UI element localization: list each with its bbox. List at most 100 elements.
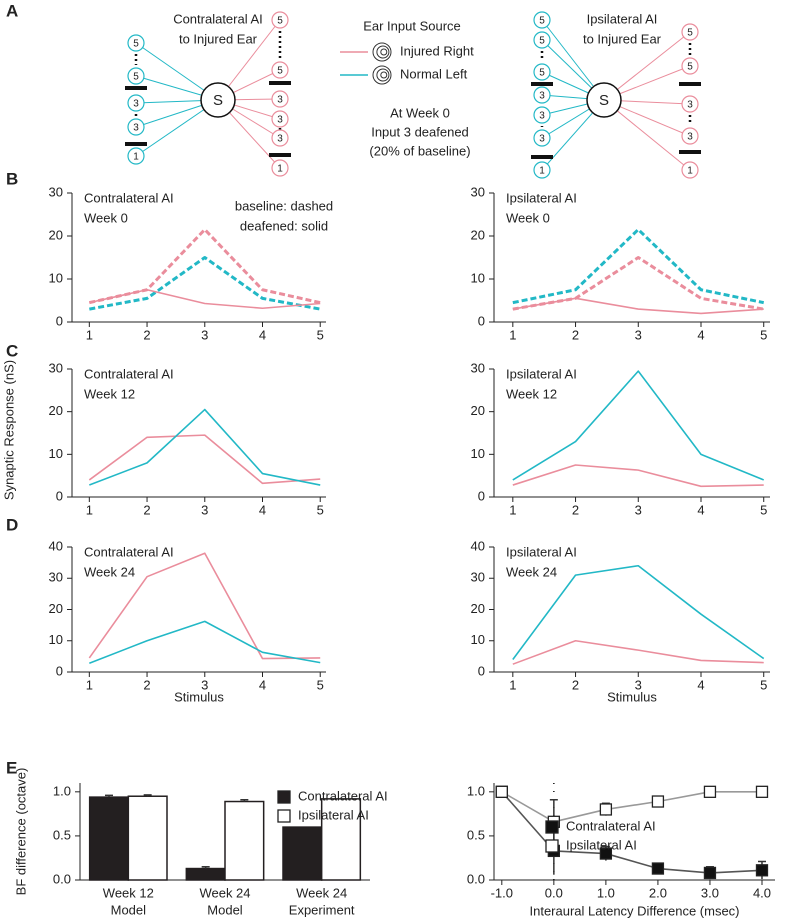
y-tick-label: 1.0 <box>53 783 71 798</box>
panel-label: B <box>6 169 18 188</box>
y-tick-label: 30 <box>49 360 63 375</box>
input-label: 5 <box>687 28 693 39</box>
x-tick-label: 3 <box>201 327 208 342</box>
x-tick-label: 5 <box>317 502 324 517</box>
x-tick-label: 3 <box>635 502 642 517</box>
chart-title: Week 12 <box>84 386 135 401</box>
input-label: 1 <box>539 166 545 177</box>
y-tick-label: 30 <box>471 360 485 375</box>
ear-icon <box>376 45 390 59</box>
bar <box>88 796 130 881</box>
series-line <box>89 288 321 310</box>
series-line <box>512 370 765 481</box>
x-tick-label: 5 <box>317 327 324 342</box>
marker <box>703 866 717 880</box>
x-tick-label: 5 <box>317 677 324 692</box>
bar <box>320 798 362 881</box>
series-line <box>501 791 762 823</box>
ear-icon <box>380 71 388 79</box>
x-tick-label: 4 <box>259 677 266 692</box>
input-node <box>127 67 145 85</box>
input-node <box>271 110 289 128</box>
marker <box>599 847 613 860</box>
input-node <box>681 23 699 41</box>
y-tick-label: 10 <box>49 632 63 647</box>
chart-title: Contralateral AI <box>84 366 174 381</box>
annotation: baseline: dashed <box>235 198 333 213</box>
x-tick-label: 2 <box>143 327 150 342</box>
series-line <box>501 791 763 874</box>
x-tick-label: 2 <box>572 327 579 342</box>
y-tick-label: 20 <box>49 601 63 616</box>
input-node <box>127 118 145 136</box>
marker <box>703 785 717 798</box>
y-tick-label: 0.5 <box>467 827 485 842</box>
x-tick-label: 3 <box>635 677 642 692</box>
diagram-title: Ipsilateral AI <box>587 11 658 26</box>
bar <box>185 867 226 881</box>
y-tick-label: 0 <box>478 663 485 678</box>
series-line <box>512 639 764 665</box>
x-tick-label: Week 24 <box>296 885 347 900</box>
marker <box>599 803 613 816</box>
input-node <box>533 161 551 179</box>
note: At Week 0 <box>390 105 450 120</box>
input-label: 5 <box>539 16 545 27</box>
x-axis-label: Interaural Latency Difference (msec) <box>529 903 739 918</box>
x-tick-label: Week 12 <box>103 885 154 900</box>
series-line <box>512 256 764 311</box>
y-tick-label: 20 <box>471 403 485 418</box>
x-tick-label: 4 <box>697 677 704 692</box>
series-line <box>88 228 321 305</box>
x-tick-label: 4 <box>697 502 704 517</box>
y-tick-label: 0 <box>478 488 485 503</box>
input-label: 3 <box>133 99 139 110</box>
y-tick-label: 1.0 <box>467 783 485 798</box>
deafen-bar <box>679 150 701 154</box>
input-node <box>681 161 699 179</box>
chart-title: Week 0 <box>506 210 550 225</box>
y-tick-label: 10 <box>471 270 485 285</box>
x-tick-label: 4 <box>259 327 266 342</box>
marker <box>651 862 665 875</box>
x-axis-label: Stimulus <box>174 689 224 704</box>
chart-title: Ipsilateral AI <box>506 366 577 381</box>
legend-swatch <box>545 839 559 853</box>
series-line <box>88 552 321 660</box>
input-node <box>271 11 289 29</box>
y-tick-label: 0 <box>56 663 63 678</box>
x-tick-label: 5 <box>760 327 767 342</box>
legend-title: Ear Input Source <box>363 18 461 33</box>
x-tick-label: 2 <box>572 677 579 692</box>
series-line <box>512 297 764 315</box>
input-node <box>533 86 551 104</box>
neuron <box>586 82 622 118</box>
input-node <box>681 95 699 113</box>
marker <box>755 785 769 798</box>
input-node <box>127 147 145 165</box>
marker <box>495 785 508 798</box>
x-tick-label: 1 <box>86 502 93 517</box>
series-line <box>88 434 321 485</box>
y-tick-label: 0 <box>56 488 63 503</box>
input-node <box>127 94 145 112</box>
x-tick-label: 1 <box>86 677 93 692</box>
y-tick-label: 0 <box>478 313 485 328</box>
input-label: 3 <box>277 134 283 145</box>
x-tick-label: Experiment <box>289 902 355 917</box>
panel-label: E <box>6 758 17 777</box>
annotation: deafened: solid <box>240 218 328 233</box>
input-label: 1 <box>277 164 283 175</box>
input-node <box>533 11 551 29</box>
connection <box>603 99 691 171</box>
panel-label: D <box>6 515 18 534</box>
x-tick-label: Model <box>111 902 147 917</box>
ear-icon <box>376 68 390 82</box>
y-tick-label: 30 <box>49 184 63 199</box>
y-axis-label: BF difference (octave) <box>13 768 28 896</box>
input-label: 5 <box>539 68 545 79</box>
input-label: 3 <box>687 100 693 111</box>
input-node <box>127 34 145 52</box>
x-tick-label: 0.0 <box>545 885 563 900</box>
input-node <box>271 90 289 108</box>
